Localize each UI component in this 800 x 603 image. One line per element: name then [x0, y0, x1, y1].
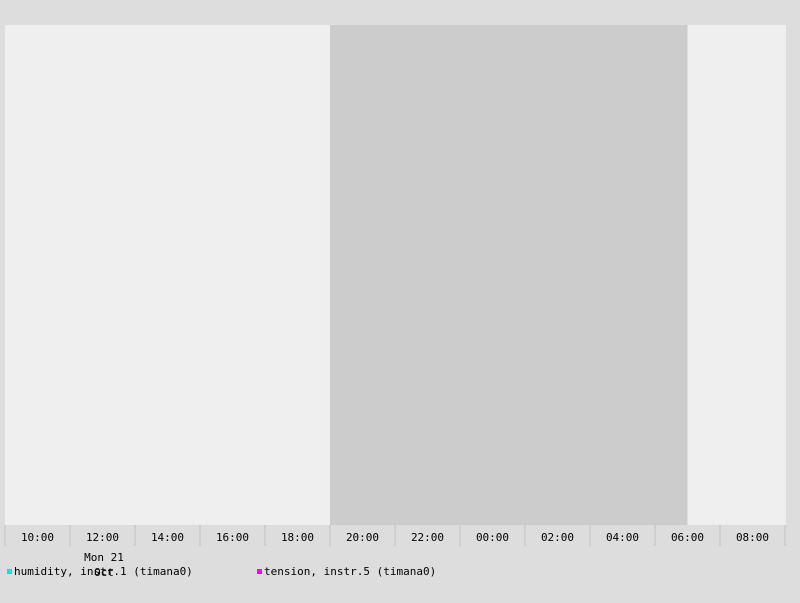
legend-label-humidity: humidity, instr.1 (timana0)	[14, 565, 193, 578]
x-tick-label: 16:00	[216, 531, 249, 544]
x-tick-label: 10:00	[21, 531, 54, 544]
legend-item-humidity: humidity, instr.1 (timana0)	[7, 566, 193, 578]
x-tick-label: 18:00	[281, 531, 314, 544]
x-tick-label: 04:00	[606, 531, 639, 544]
x-axis: 10:00 12:00 14:00 16:00 18:00 20:00 22:00 00:00…	[4, 525, 786, 546]
legend-label-tension: tension, instr.5 (timana0)	[264, 565, 437, 578]
x-tick-label: 00:00	[476, 531, 509, 544]
date-label-month: Oct	[94, 566, 114, 579]
x-tick-label: 08:00	[736, 531, 769, 544]
x-tick-label: 22:00	[411, 531, 444, 544]
night-shading	[330, 25, 688, 525]
x-tick-label: 14:00	[151, 531, 184, 544]
humidity-swatch	[7, 568, 12, 574]
tension-swatch	[257, 568, 262, 574]
x-tick-label: 02:00	[541, 531, 574, 544]
date-label-day: Mon 21	[84, 551, 124, 564]
x-tick-label: 20:00	[346, 531, 379, 544]
legend-item-tension: tension, instr.5 (timana0)	[257, 566, 436, 578]
x-tick-label: 06:00	[671, 531, 704, 544]
x-tick-label: 12:00	[86, 531, 119, 544]
